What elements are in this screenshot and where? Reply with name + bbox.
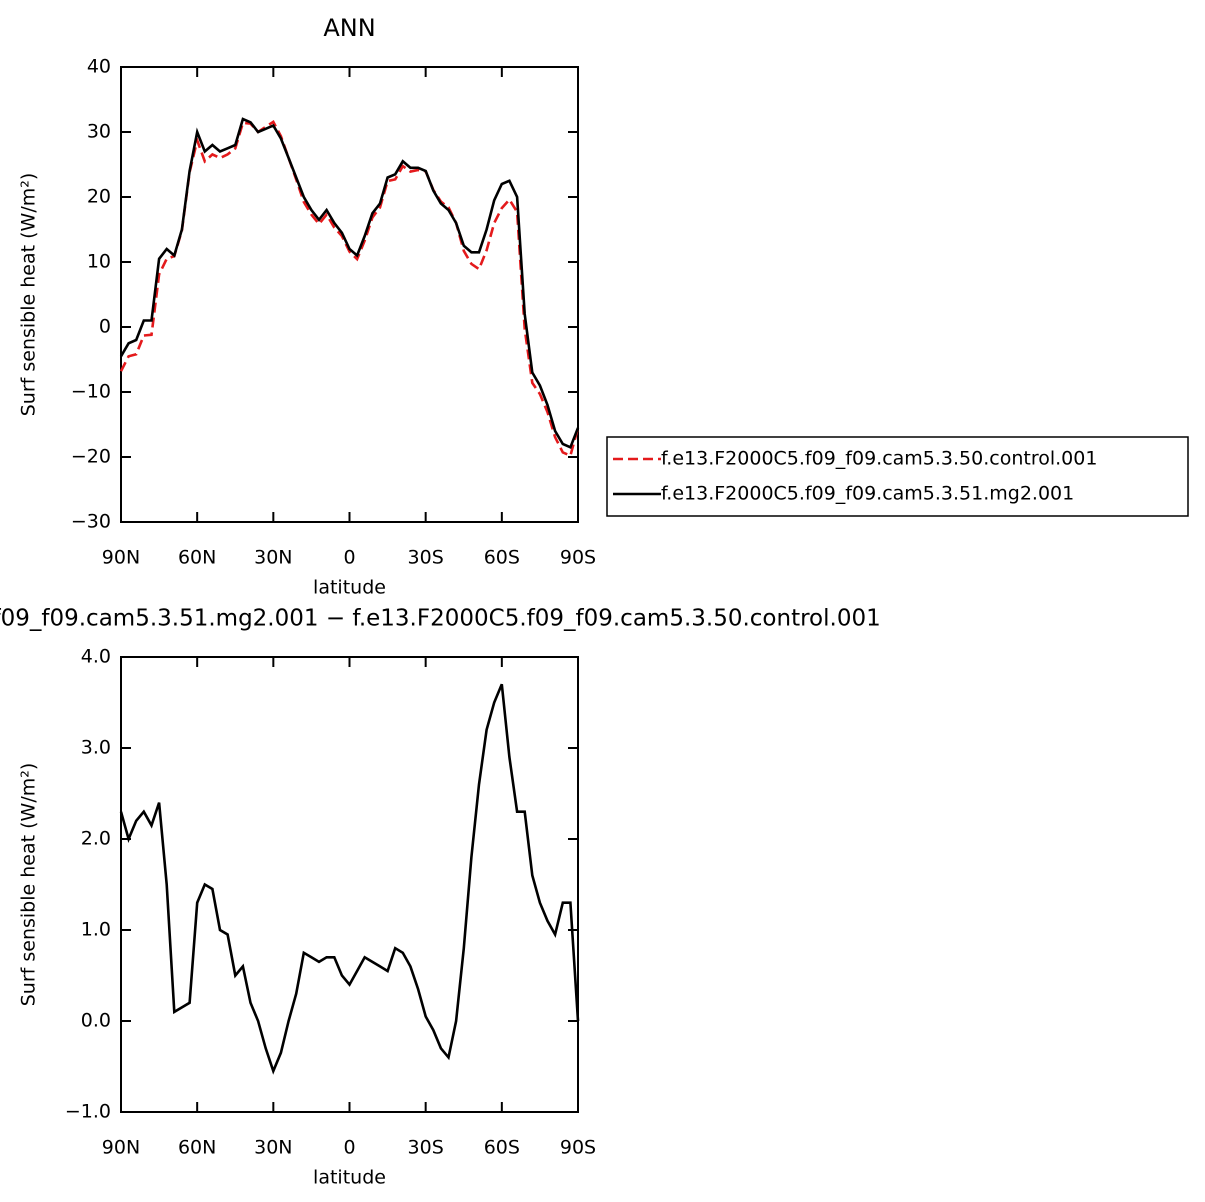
y-tick-label: 1.0 [81, 919, 111, 941]
y-tick-label: 0.0 [81, 1010, 111, 1032]
x-tick-label: 30N [254, 1137, 292, 1159]
x-axis-label: latitude [313, 577, 386, 599]
y-tick-label: −20 [71, 446, 111, 468]
x-tick-label: 60N [178, 1137, 216, 1159]
y-tick-label: 4.0 [81, 646, 111, 668]
legend-label: f.e13.F2000C5.f09_f09.cam5.3.50.control.… [661, 448, 1097, 470]
plot-frame [120, 66, 579, 523]
data-line [119, 117, 580, 450]
y-tick-label: 10 [87, 251, 111, 273]
x-tick-label: 30S [408, 547, 444, 569]
y-tick-label: −1.0 [65, 1101, 111, 1123]
y-tick-label: 2.0 [81, 828, 111, 850]
legend-box [606, 436, 1189, 517]
legend-label: f.e13.F2000C5.f09_f09.cam5.3.51.mg2.001 [661, 483, 1074, 505]
y-tick-label: 0 [99, 316, 111, 338]
y-tick-label: −30 [71, 511, 111, 533]
x-axis-label: latitude [313, 1167, 386, 1189]
y-tick-label: 40 [87, 56, 111, 78]
data-line [119, 120, 580, 458]
x-tick-label: 60S [484, 1137, 520, 1159]
y-tick-label: −10 [71, 381, 111, 403]
data-line [119, 683, 580, 1075]
x-tick-label: 30S [408, 1137, 444, 1159]
x-tick-label: 90N [102, 547, 140, 569]
chart-title: ANN [323, 14, 375, 42]
x-tick-label: 90N [102, 1137, 140, 1159]
chart-title: f.e13.F2000C5.f09_f09.cam5.3.51.mg2.001 … [0, 606, 881, 632]
x-tick-label: 30N [254, 547, 292, 569]
x-tick-label: 90S [560, 547, 596, 569]
x-tick-label: 0 [343, 547, 355, 569]
y-tick-label: 30 [87, 121, 111, 143]
x-tick-label: 60N [178, 547, 216, 569]
x-tick-label: 90S [560, 1137, 596, 1159]
y-axis-label: Surf sensible heat (W/m²) [18, 173, 40, 417]
y-tick-label: 20 [87, 186, 111, 208]
y-tick-label: 3.0 [81, 737, 111, 759]
plot-frame [120, 656, 579, 1113]
x-tick-label: 0 [343, 1137, 355, 1159]
x-tick-label: 60S [484, 547, 520, 569]
y-axis-label: Surf sensible heat (W/m²) [18, 763, 40, 1007]
